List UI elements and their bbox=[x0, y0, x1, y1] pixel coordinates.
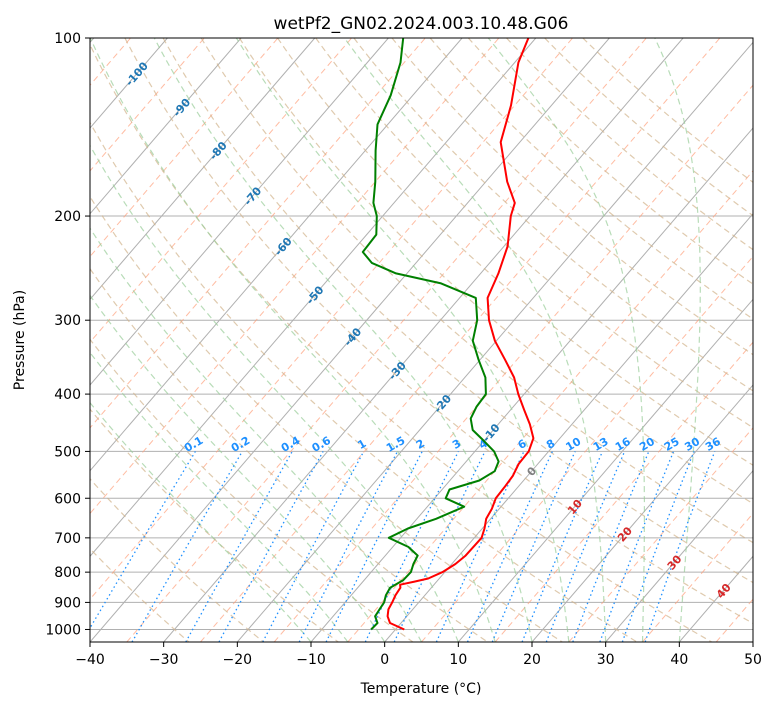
isotherm-gridline bbox=[90, 38, 537, 558]
dashed-isotherm bbox=[90, 38, 500, 515]
isotherm-gridline bbox=[457, 298, 753, 642]
x-tick-label: 50 bbox=[744, 652, 762, 668]
moist-adiabat bbox=[90, 401, 312, 642]
dashed-isotherm bbox=[90, 38, 573, 600]
dashed-isotherm bbox=[642, 512, 753, 642]
x-tick-label: −20 bbox=[223, 652, 253, 668]
isotherm-gridline bbox=[236, 41, 753, 642]
moist-adiabat bbox=[235, 38, 570, 642]
dashed-isotherm bbox=[421, 255, 753, 642]
mixing-ratio-line bbox=[572, 451, 650, 642]
dry-adiabat bbox=[467, 38, 753, 285]
y-tick-label: 900 bbox=[54, 595, 81, 611]
dry-adiabat bbox=[90, 121, 638, 642]
isotherm-gridline bbox=[90, 38, 610, 642]
y-tick-label: 400 bbox=[54, 387, 81, 403]
dry-adiabat bbox=[90, 267, 488, 642]
isotherm-gridline bbox=[90, 38, 389, 386]
dashed-isotherm bbox=[90, 38, 205, 172]
x-tick-label: 30 bbox=[597, 652, 615, 668]
dewpoint-profile bbox=[361, 38, 500, 631]
dashed-isotherm bbox=[273, 84, 753, 642]
dry-adiabat bbox=[277, 38, 753, 466]
plot-area: 0.1 0.2 0.4 0.6 1 1.5 2 3 4 6 8 10 13 16 20 25 30 36-100-… bbox=[90, 38, 753, 642]
dashed-isotherm bbox=[126, 38, 647, 642]
mixing-ratio-lines bbox=[90, 451, 716, 642]
dry-adiabat bbox=[582, 38, 753, 184]
y-tick-label: 600 bbox=[54, 491, 81, 507]
x-tick-label: −30 bbox=[149, 652, 179, 668]
x-tick-label: 40 bbox=[670, 652, 688, 668]
y-axis-ticks: 100 200 300 400 500 600 700 800 900 1000 bbox=[45, 31, 90, 638]
dry-adiabat bbox=[238, 38, 753, 505]
plot-frame bbox=[89, 37, 754, 643]
isotherm-gridline bbox=[90, 38, 242, 215]
isotherm-gridline bbox=[531, 384, 753, 642]
chart-title: wetPf2_GN02.2024.003.10.48.G06 bbox=[274, 14, 569, 34]
moist-adiabat bbox=[654, 38, 701, 642]
moist-adiabat bbox=[90, 38, 496, 642]
isotherm-gridline bbox=[605, 469, 753, 642]
dashed-isotherm bbox=[347, 170, 753, 642]
pressure-gridlines bbox=[90, 38, 753, 630]
mixing-ratio-line bbox=[262, 451, 365, 642]
dashed-isotherm bbox=[568, 427, 753, 642]
dry-adiabat bbox=[200, 38, 753, 544]
x-tick-label: 0 bbox=[380, 652, 389, 668]
x-tick-label: −40 bbox=[75, 652, 105, 668]
dry-adiabat bbox=[90, 338, 414, 642]
y-tick-label: 300 bbox=[54, 313, 81, 329]
dry-adiabat bbox=[90, 195, 563, 642]
dashed-isotherm bbox=[200, 38, 721, 642]
moist-adiabat bbox=[343, 38, 607, 642]
moist-adiabat bbox=[153, 38, 533, 642]
y-tick-label: 1000 bbox=[45, 622, 81, 638]
dashed-isotherm bbox=[90, 38, 352, 343]
y-tick-label: 200 bbox=[54, 209, 81, 225]
dry-adiabat bbox=[90, 43, 713, 642]
x-tick-label: −10 bbox=[296, 652, 326, 668]
mixing-ratio-line bbox=[364, 451, 459, 642]
dry-adiabat bbox=[162, 38, 753, 584]
dashed-isotherms bbox=[90, 38, 753, 642]
y-tick-label: 800 bbox=[54, 565, 81, 581]
mixing-ratio-line bbox=[131, 451, 243, 642]
temperature-profile bbox=[386, 38, 535, 631]
moist-adiabat bbox=[90, 351, 349, 642]
mixing-ratio-line bbox=[435, 451, 525, 642]
mixing-ratio-line bbox=[90, 451, 196, 630]
moist-adiabat bbox=[487, 38, 645, 642]
x-tick-label: 10 bbox=[449, 652, 467, 668]
moist-adiabat bbox=[90, 144, 459, 642]
dry-adiabat bbox=[124, 38, 753, 625]
x-axis-label: Temperature (°C) bbox=[360, 681, 482, 697]
dry-adiabat bbox=[353, 38, 753, 392]
y-axis-label: Pressure (hPa) bbox=[12, 290, 28, 390]
dry-adiabats bbox=[90, 38, 753, 642]
moist-adiabat bbox=[90, 294, 386, 642]
sounding-profiles bbox=[361, 38, 535, 631]
isotherm-gridline bbox=[90, 38, 316, 301]
mixing-ratio-line bbox=[393, 451, 486, 642]
y-tick-label: 500 bbox=[54, 444, 81, 460]
dry-adiabat bbox=[315, 38, 753, 429]
moist-adiabat bbox=[90, 227, 423, 642]
dashed-isotherm bbox=[494, 341, 753, 642]
x-axis-ticks: −40 −30 −20 −10 0 10 20 30 40 50 bbox=[75, 642, 762, 668]
dry-adiabat bbox=[90, 477, 264, 642]
x-tick-label: 20 bbox=[523, 652, 541, 668]
moist-adiabats bbox=[90, 38, 701, 642]
isotherm-gridline bbox=[163, 38, 684, 642]
mixing-ratio-line bbox=[599, 451, 675, 642]
dashed-isotherm bbox=[90, 38, 426, 429]
mixing-ratio-line bbox=[218, 451, 324, 642]
dashed-isotherm bbox=[90, 38, 279, 258]
isotherm-gridline bbox=[384, 212, 753, 642]
y-tick-label: 100 bbox=[54, 31, 81, 47]
y-tick-label: 700 bbox=[54, 531, 81, 547]
